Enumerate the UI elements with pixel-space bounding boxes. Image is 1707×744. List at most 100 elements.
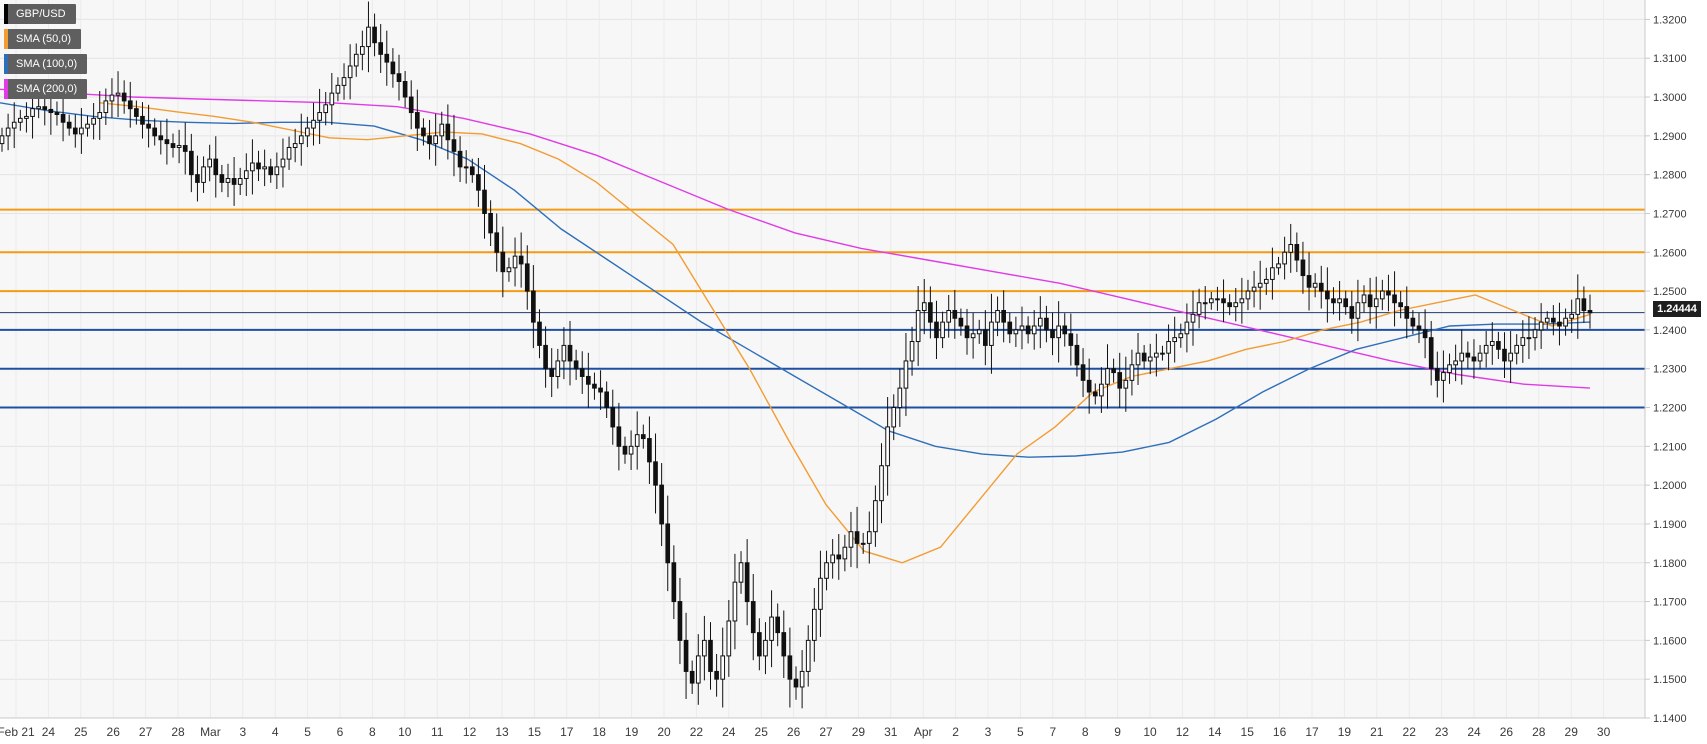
candle-body bbox=[347, 65, 353, 79]
candle-body bbox=[1031, 325, 1037, 335]
x-tick-label: Apr bbox=[914, 725, 933, 739]
candle-body bbox=[170, 143, 176, 148]
candle-body bbox=[182, 145, 188, 152]
candle-body bbox=[1447, 364, 1452, 374]
candle-body bbox=[457, 150, 463, 168]
y-tick-label: 1.1700 bbox=[1653, 597, 1687, 609]
candle-body bbox=[54, 112, 60, 115]
sma200-line bbox=[0, 88, 1591, 389]
candle-body bbox=[787, 655, 793, 680]
legend-swatch-sma50 bbox=[4, 29, 8, 49]
x-tick-label: 21 bbox=[1370, 725, 1384, 739]
candle-body bbox=[109, 94, 115, 102]
candle-body bbox=[164, 139, 170, 145]
candle-body bbox=[1306, 275, 1312, 288]
candle-body bbox=[1489, 341, 1495, 346]
candle-body bbox=[1422, 329, 1428, 339]
candle-body bbox=[946, 309, 952, 323]
candle-body bbox=[732, 581, 738, 622]
y-tick-label: 1.2200 bbox=[1653, 403, 1687, 415]
candle-body bbox=[213, 158, 219, 176]
candle-body bbox=[1111, 368, 1116, 374]
candle-body bbox=[775, 616, 781, 634]
x-tick-label: 8 bbox=[1082, 725, 1089, 739]
candle-body bbox=[1178, 333, 1184, 339]
candle-body bbox=[695, 655, 701, 684]
x-tick-label: 27 bbox=[819, 725, 833, 739]
candle-body bbox=[1276, 263, 1281, 269]
candle-body bbox=[543, 344, 548, 370]
candle-body bbox=[427, 135, 432, 145]
candle-body bbox=[1367, 294, 1373, 308]
candle-body bbox=[146, 123, 151, 129]
candle-body bbox=[793, 678, 799, 688]
candle-body bbox=[524, 263, 530, 292]
x-tick-label: 3 bbox=[985, 725, 992, 739]
x-tick-label: 28 bbox=[1532, 725, 1546, 739]
candle-body bbox=[1208, 298, 1214, 304]
candle-body bbox=[604, 391, 609, 409]
candle-body bbox=[1538, 321, 1544, 331]
candle-body bbox=[592, 383, 597, 389]
candle-body bbox=[305, 127, 310, 137]
legend-item-sma200[interactable]: SMA (200,0) bbox=[4, 79, 88, 99]
candle-body bbox=[531, 290, 536, 323]
candle-body bbox=[763, 639, 768, 657]
x-tick-label: 16 bbox=[1273, 725, 1287, 739]
candle-body bbox=[60, 113, 66, 123]
x-tick-label: 19 bbox=[625, 725, 639, 739]
candle-body bbox=[653, 461, 658, 486]
candle-body bbox=[1477, 352, 1483, 362]
candle-body bbox=[329, 92, 335, 106]
candle-body bbox=[1380, 290, 1385, 300]
candle-body bbox=[1514, 344, 1520, 354]
candle-body bbox=[1496, 341, 1501, 350]
candle-body bbox=[372, 26, 377, 44]
candle-body bbox=[811, 608, 817, 641]
legend-item-sma50[interactable]: SMA (50,0) bbox=[4, 29, 82, 49]
candle-body bbox=[567, 344, 573, 362]
candle-body bbox=[879, 465, 884, 502]
candle-body bbox=[378, 42, 384, 55]
candle-body bbox=[1037, 317, 1043, 327]
candle-body bbox=[1196, 302, 1202, 315]
legend-item-gbpusd[interactable]: GBP/USD bbox=[4, 4, 76, 24]
candle-body bbox=[42, 106, 48, 110]
candle-body bbox=[940, 321, 945, 339]
candle-body bbox=[1202, 302, 1208, 305]
candle-body bbox=[1129, 364, 1135, 381]
candle-body bbox=[958, 317, 964, 327]
candle-body bbox=[579, 368, 585, 377]
candle-body bbox=[830, 554, 835, 564]
candle-body bbox=[995, 309, 1000, 323]
x-tick-label: 15 bbox=[528, 725, 542, 739]
candle-body bbox=[256, 162, 261, 170]
legend-item-sma100[interactable]: SMA (100,0) bbox=[4, 54, 88, 74]
candle-body bbox=[5, 127, 11, 137]
candle-body bbox=[677, 601, 683, 641]
candle-body bbox=[903, 360, 909, 389]
y-tick-label: 1.2100 bbox=[1653, 441, 1687, 453]
x-tick-label: 20 bbox=[657, 725, 671, 739]
candle-body bbox=[1245, 290, 1251, 300]
candle-body bbox=[469, 166, 475, 176]
candle-body bbox=[439, 123, 445, 137]
y-tick-label: 1.2500 bbox=[1653, 286, 1687, 298]
candle-body bbox=[915, 309, 921, 343]
candle-body bbox=[1569, 313, 1575, 319]
candle-body bbox=[824, 562, 829, 579]
candle-body bbox=[17, 117, 23, 123]
candle-body bbox=[1343, 298, 1349, 308]
candle-body bbox=[1062, 325, 1068, 335]
y-tick-label: 1.2900 bbox=[1653, 131, 1687, 143]
candle-body bbox=[1373, 298, 1379, 308]
candle-body bbox=[1251, 286, 1257, 292]
candle-body bbox=[341, 77, 347, 86]
candle-body bbox=[1551, 317, 1556, 323]
candle-body bbox=[298, 135, 304, 145]
candle-body bbox=[1190, 313, 1196, 323]
candle-body bbox=[928, 302, 933, 323]
x-tick-label: 15 bbox=[1241, 725, 1255, 739]
